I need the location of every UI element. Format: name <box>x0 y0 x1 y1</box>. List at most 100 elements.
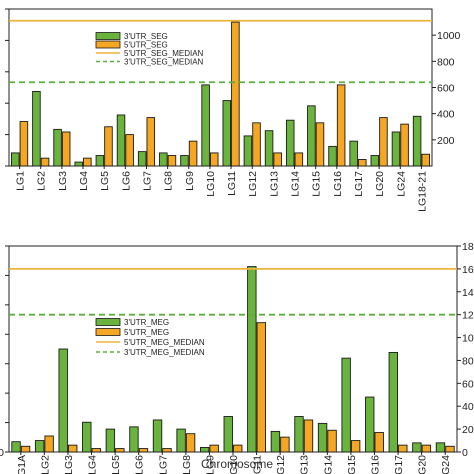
bar-3utr-lg16 <box>365 396 375 453</box>
bar-3utr-lg8 <box>159 152 168 167</box>
bar-5utr-lg20 <box>379 117 388 167</box>
bar-3utr-lg14 <box>317 422 328 453</box>
category-label: LG9 <box>184 171 196 191</box>
category-label: LG8 <box>163 171 175 191</box>
bar-5utr-lg5 <box>115 448 125 453</box>
category-label: LG7 <box>157 455 169 474</box>
bar-3utr-lg3 <box>53 128 62 167</box>
bar-5utr-lg9 <box>188 140 198 167</box>
category-label: LG16 <box>332 171 344 197</box>
legend-label: 3'UTR_SEG_MEDIAN <box>124 58 204 67</box>
bar-3utr-lg12 <box>270 430 281 453</box>
right-tick-label: 160 <box>462 264 474 276</box>
bar-3utr-lg7 <box>152 419 163 453</box>
category-label: LG10 <box>205 171 217 197</box>
bar-3utr-lg9 <box>180 155 189 167</box>
category-label: LG24 <box>395 171 407 197</box>
category-label: LG17 <box>353 171 365 197</box>
bar-3utr-lg11 <box>222 100 232 167</box>
category-label: LG18-21 <box>416 171 428 212</box>
bar-5utr-lg16 <box>374 432 384 453</box>
bar-3utr-lg17 <box>349 140 358 167</box>
right-tick-label: 0 <box>462 447 468 459</box>
right-tick-label: 600 <box>437 83 455 95</box>
right-tick-label: 100 <box>462 333 474 345</box>
x-axis-title: Chromosome <box>201 457 273 471</box>
bar-3utr-lg15 <box>341 357 351 453</box>
bar-5utr-lg5 <box>104 126 113 167</box>
bar-3utr-lg20 <box>412 442 422 453</box>
bar-3utr-lg6 <box>116 114 126 167</box>
category-label: LG20 <box>417 455 429 474</box>
right-tick-label: 40 <box>462 401 474 413</box>
category-label: LG11 <box>252 455 264 474</box>
legend-swatch <box>95 40 121 49</box>
bar-5utr-lg16 <box>336 84 346 167</box>
category-label: LG16 <box>369 455 381 474</box>
legend-label: 3'UTR_MEG_MEDIAN <box>124 348 205 357</box>
category-label: LG6 <box>134 455 146 474</box>
legend-label: 3'UTR_MEG <box>124 318 169 327</box>
bar-3utr-lg13 <box>294 416 304 453</box>
right-tick-label: 60 <box>462 378 474 390</box>
bar-5utr-lg14 <box>327 429 337 453</box>
plot-frame <box>8 8 433 167</box>
legend-label: 5'UTR_SEG <box>124 41 168 50</box>
bar-5utr-lg14 <box>294 152 304 167</box>
right-tick-label: 120 <box>462 310 474 322</box>
category-label: LG3 <box>63 455 75 474</box>
legend-label: 3'UTR_SEG <box>124 32 168 41</box>
category-label: LG3 <box>57 171 69 191</box>
legend-swatch <box>95 32 121 40</box>
bar-5utr-lg12 <box>252 122 261 167</box>
category-label: LG4 <box>78 171 90 191</box>
right-tick-label: 140 <box>462 287 474 299</box>
bar-3utr-lg24 <box>435 442 446 453</box>
bar-5utr-lg10 <box>209 152 219 167</box>
bar-5utr-lg15 <box>350 440 361 453</box>
bar-3utr-lg5 <box>105 428 116 453</box>
bar-5utr-lg6 <box>138 448 149 453</box>
category-label: LG14 <box>322 455 334 474</box>
bar-5utr-lg15 <box>315 122 325 167</box>
right-tick-label: 400 <box>437 109 455 121</box>
category-label: LG1 <box>15 171 27 191</box>
bar-3utr-lg24 <box>391 131 401 167</box>
bar-3utr-lg5 <box>95 155 105 167</box>
category-label: LG9 <box>204 455 216 474</box>
bar-3utr-lg1a <box>11 441 21 453</box>
right-tick-label: 20 <box>462 424 474 436</box>
bar-5utr-lg11 <box>231 21 240 167</box>
legend-label: 5'UTR_SEG_MEDIAN <box>124 49 204 58</box>
bar-3utr-lg16 <box>328 145 337 167</box>
legend-swatch <box>95 328 121 336</box>
right-tick-label: 200 <box>437 135 455 147</box>
category-label: LG2 <box>36 171 48 191</box>
bar-5utr-lg1 <box>19 121 29 167</box>
legend-swatch <box>95 318 121 326</box>
bar-5utr-lg17 <box>358 159 367 167</box>
left-tick-label: 0 <box>0 447 4 459</box>
bar-3utr-lg4 <box>74 161 83 167</box>
bar-3utr-lg13 <box>264 130 274 167</box>
category-label: LG13 <box>299 455 311 474</box>
bar-3utr-lg10 <box>201 84 210 167</box>
legend-label: 5'UTR_MEG_MEDIAN <box>124 338 205 347</box>
bar-5utr-lg9 <box>209 444 219 453</box>
bar-5utr-lg4 <box>91 448 101 453</box>
bar-3utr-lg7 <box>137 151 147 167</box>
bar-3utr-lg4 <box>82 421 92 453</box>
category-label: LG13 <box>268 171 280 197</box>
bar-5utr-lg7 <box>162 448 172 453</box>
bar-3utr-lg6 <box>129 426 139 453</box>
right-tick-label: 180 <box>462 241 474 253</box>
bar-5utr-lg3 <box>61 131 71 167</box>
bar-5utr-lg3 <box>67 444 78 453</box>
category-label: LG24 <box>440 455 452 474</box>
category-label: LG10 <box>228 455 240 474</box>
bar-5utr-lg2 <box>40 157 50 167</box>
bar-3utr-lg10 <box>223 416 233 453</box>
category-label: LG15 <box>346 455 358 474</box>
